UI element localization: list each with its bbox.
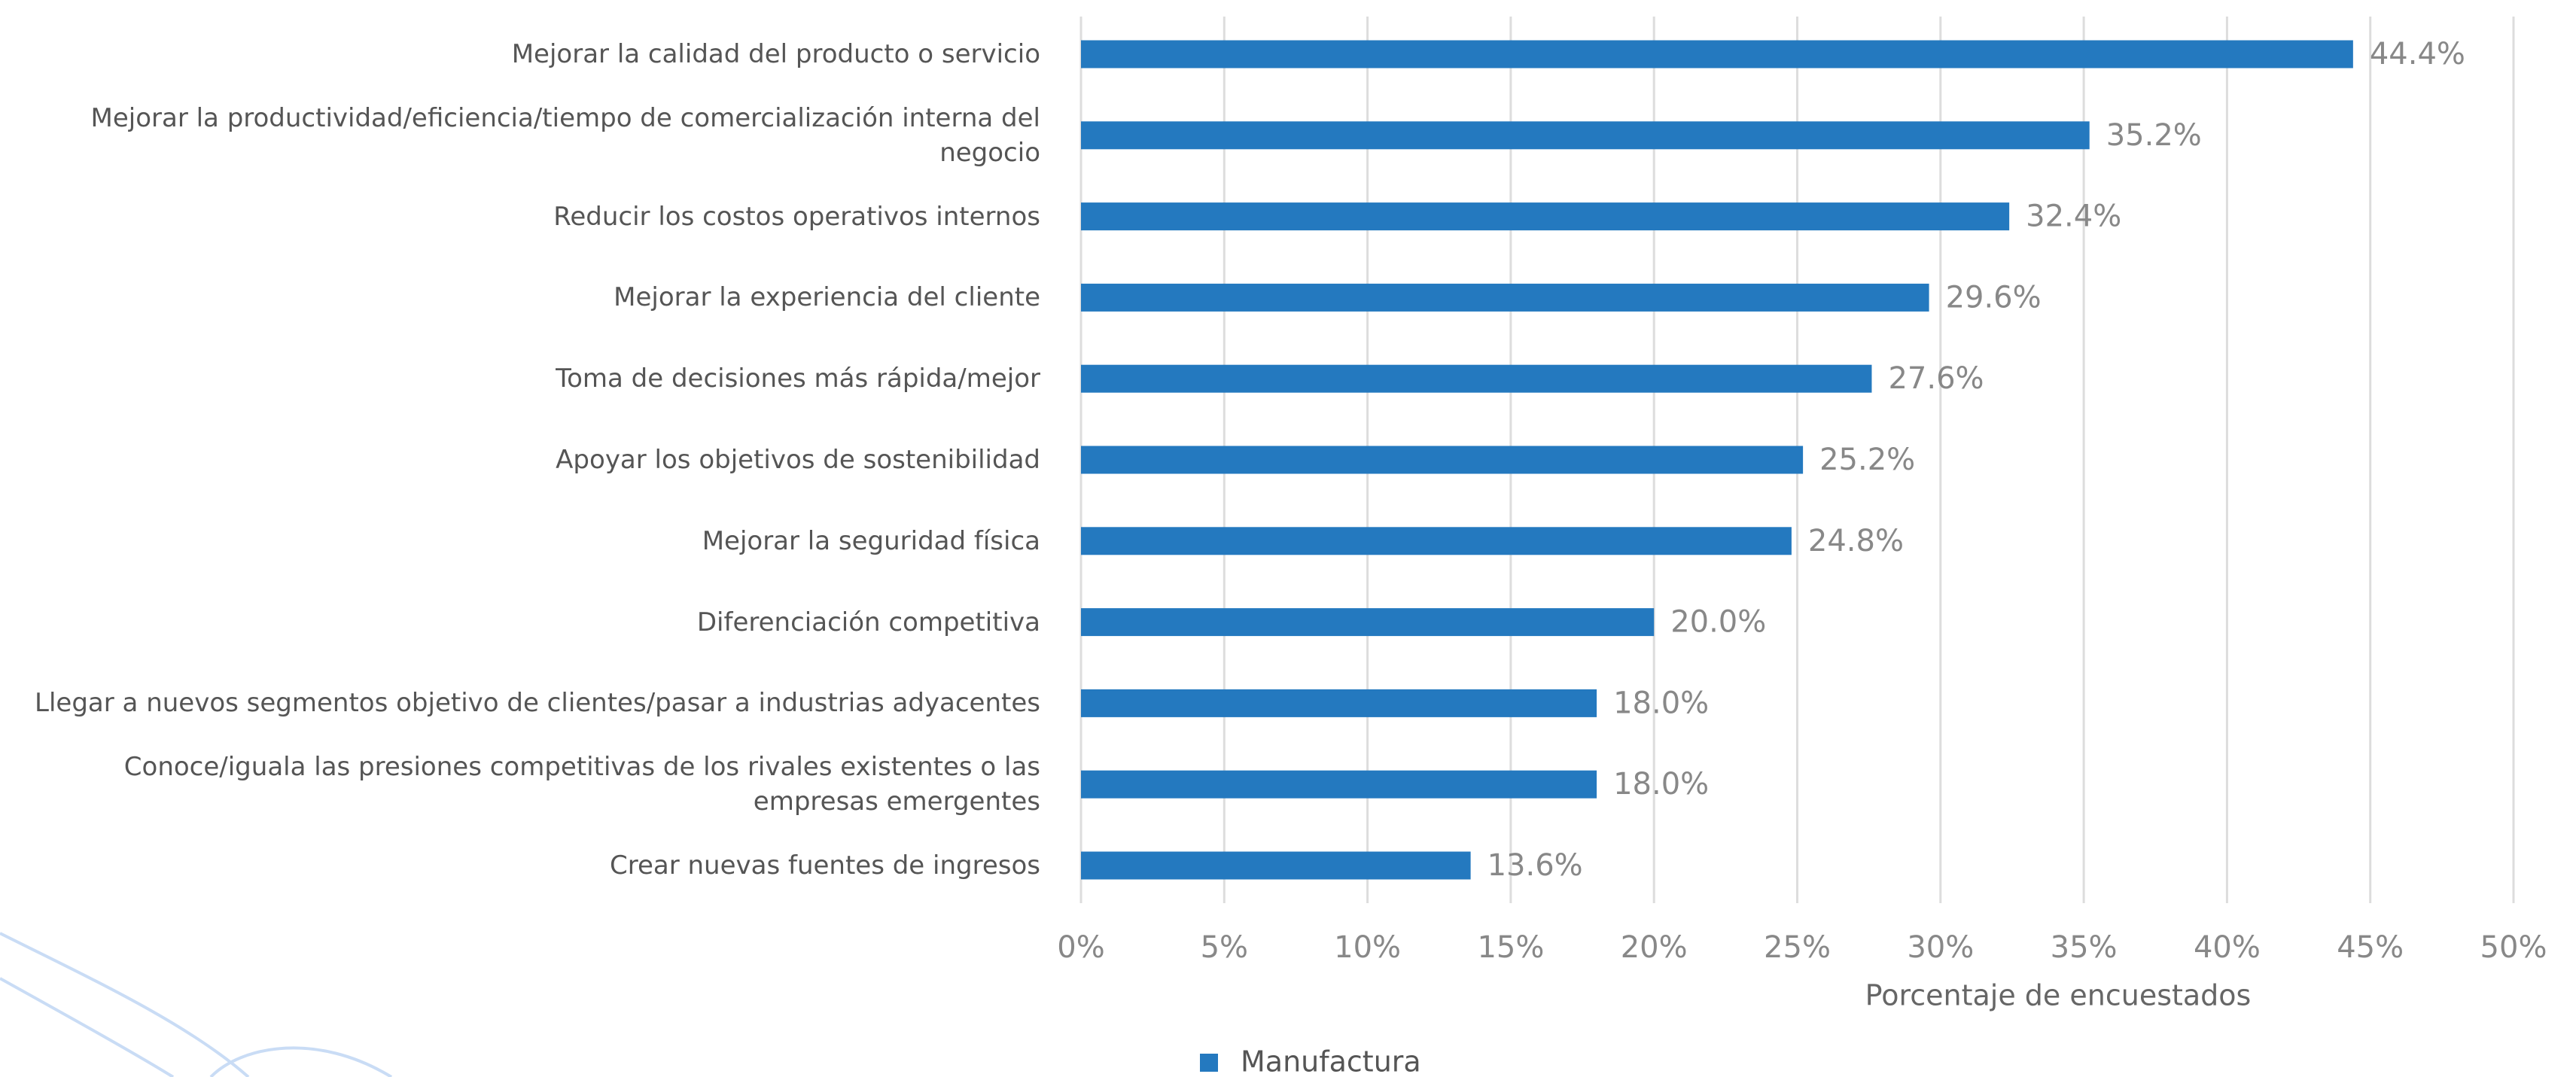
bar	[1081, 202, 2010, 231]
category-label: Conoce/iguala las presiones competitivas…	[123, 752, 1040, 817]
bar	[1081, 283, 1929, 312]
value-label: 24.8%	[1808, 524, 1904, 558]
x-tick-label: 45%	[2337, 930, 2404, 965]
category-label: Toma de decisiones más rápida/mejor	[556, 364, 1040, 394]
value-label: 35.2%	[2106, 118, 2202, 153]
value-label: 44.4%	[2370, 37, 2465, 71]
x-tick-label: 25%	[1764, 930, 1831, 965]
bar	[1081, 364, 1872, 393]
category-label: Llegar a nuevos segmentos objetivo de cl…	[35, 688, 1040, 719]
x-axis-title: Porcentaje de encuestados	[1865, 979, 2252, 1012]
bar	[1081, 770, 1597, 799]
bar	[1081, 121, 2090, 150]
category-label: Mejorar la productividad/eficiencia/tiem…	[90, 102, 1041, 168]
x-tick-label: 35%	[2051, 930, 2118, 965]
bar	[1081, 40, 2353, 68]
decoration	[0, 932, 393, 1077]
value-label: 18.0%	[1613, 767, 1709, 802]
bar	[1081, 608, 1655, 637]
value-label: 25.2%	[1819, 443, 1915, 477]
x-tick-label: 40%	[2194, 930, 2261, 965]
x-tick-label: 0%	[1057, 930, 1104, 965]
bar	[1081, 689, 1597, 717]
x-tick-label: 10%	[1334, 930, 1401, 965]
category-label: Mejorar la experiencia del cliente	[614, 282, 1040, 313]
legend-label: Manufactura	[1241, 1045, 1421, 1077]
value-label: 32.4%	[2026, 199, 2121, 234]
value-label: 27.6%	[1888, 361, 1984, 396]
x-tick-label: 50%	[2480, 930, 2547, 965]
category-label: Crear nuevas fuentes de ingresos	[609, 850, 1040, 881]
legend-marker	[1200, 1054, 1218, 1072]
x-tick-label: 5%	[1201, 930, 1248, 965]
category-label: Diferenciación competitiva	[696, 607, 1040, 637]
category-label: Reducir los costos operativos internos	[553, 201, 1040, 232]
value-label: 18.0%	[1613, 686, 1709, 720]
value-label: 29.6%	[1946, 280, 2042, 315]
category-label: Mejorar la calidad del producto o servic…	[511, 39, 1040, 69]
value-label: 20.0%	[1670, 605, 1766, 640]
category-label: Apoyar los objetivos de sostenibilidad	[556, 445, 1040, 475]
category-label: Mejorar la seguridad física	[702, 525, 1040, 556]
bar	[1081, 851, 1471, 880]
bar	[1081, 527, 1792, 555]
x-tick-label: 20%	[1621, 930, 1688, 965]
bar	[1081, 446, 1804, 474]
x-tick-label: 15%	[1477, 930, 1544, 965]
value-label: 13.6%	[1487, 848, 1583, 883]
x-tick-label: 30%	[1907, 930, 1974, 965]
